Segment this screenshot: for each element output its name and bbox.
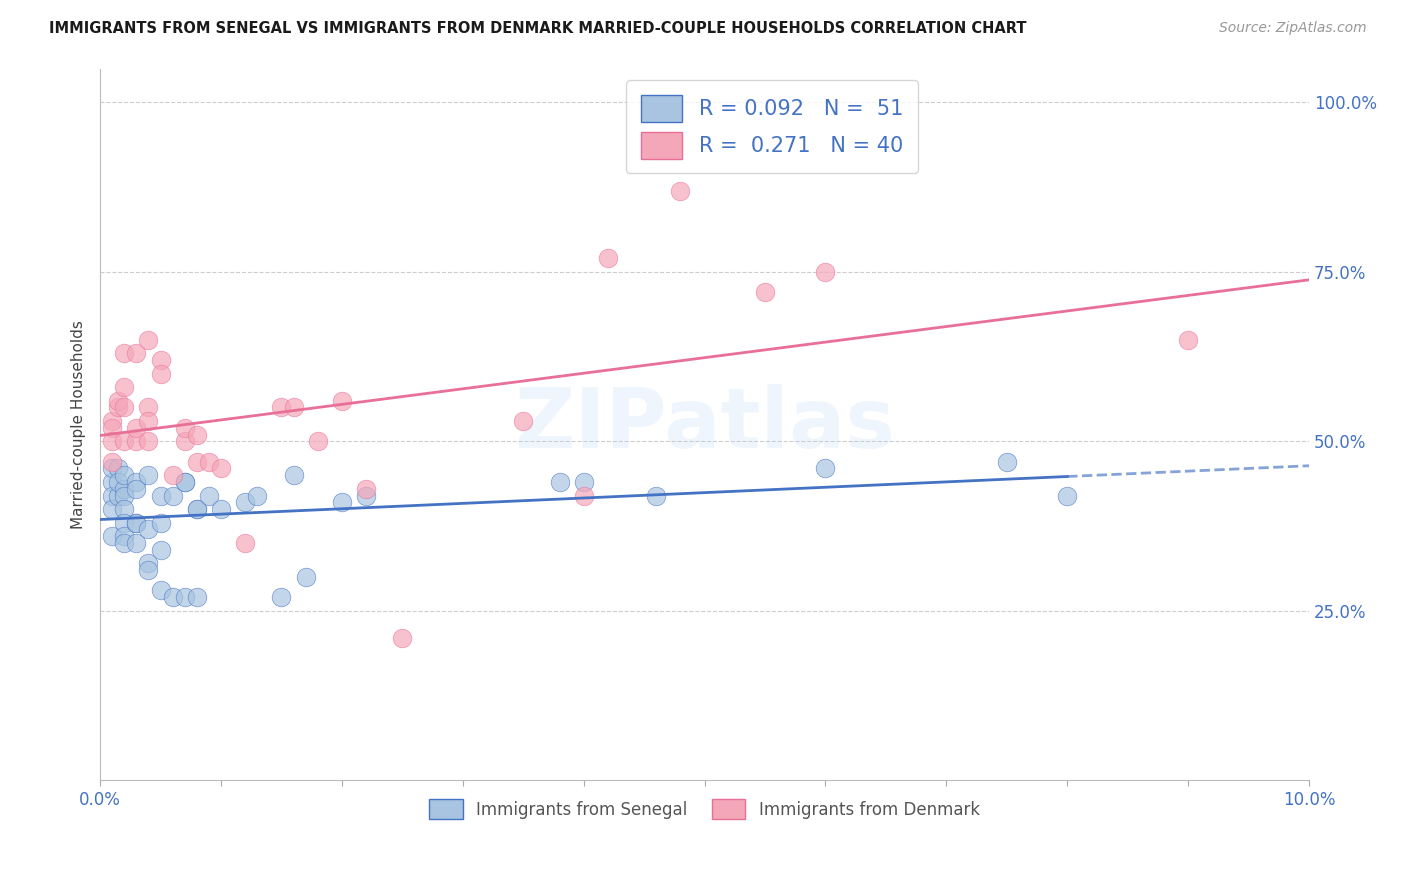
Point bbox=[112, 529, 135, 543]
Point bbox=[138, 468, 160, 483]
Point bbox=[173, 475, 195, 489]
Point bbox=[995, 455, 1018, 469]
Point bbox=[283, 401, 305, 415]
Point bbox=[125, 482, 148, 496]
Point bbox=[1056, 489, 1078, 503]
Point bbox=[198, 489, 221, 503]
Point bbox=[173, 475, 195, 489]
Text: ZIPatlas: ZIPatlas bbox=[515, 384, 896, 465]
Text: IMMIGRANTS FROM SENEGAL VS IMMIGRANTS FROM DENMARK MARRIED-COUPLE HOUSEHOLDS COR: IMMIGRANTS FROM SENEGAL VS IMMIGRANTS FR… bbox=[49, 21, 1026, 37]
Point bbox=[596, 252, 619, 266]
Point bbox=[101, 434, 124, 449]
Point bbox=[112, 401, 135, 415]
Point bbox=[107, 475, 129, 489]
Point bbox=[307, 434, 329, 449]
Point bbox=[112, 346, 135, 360]
Point bbox=[125, 475, 148, 489]
Point bbox=[149, 353, 172, 368]
Point bbox=[112, 502, 135, 516]
Point bbox=[101, 502, 124, 516]
Point bbox=[107, 393, 129, 408]
Point bbox=[101, 529, 124, 543]
Point bbox=[186, 591, 208, 605]
Point bbox=[391, 631, 413, 645]
Point bbox=[138, 401, 160, 415]
Point bbox=[149, 489, 172, 503]
Point bbox=[101, 489, 124, 503]
Point bbox=[270, 401, 292, 415]
Point bbox=[354, 489, 377, 503]
Point bbox=[138, 557, 160, 571]
Legend: Immigrants from Senegal, Immigrants from Denmark: Immigrants from Senegal, Immigrants from… bbox=[423, 793, 987, 825]
Point bbox=[112, 434, 135, 449]
Point bbox=[101, 414, 124, 428]
Point bbox=[107, 461, 129, 475]
Point bbox=[138, 434, 160, 449]
Point bbox=[548, 475, 571, 489]
Point bbox=[354, 482, 377, 496]
Point bbox=[112, 489, 135, 503]
Point bbox=[173, 434, 195, 449]
Point bbox=[101, 421, 124, 435]
Point bbox=[112, 516, 135, 530]
Point bbox=[173, 591, 195, 605]
Y-axis label: Married-couple Households: Married-couple Households bbox=[72, 320, 86, 529]
Point bbox=[112, 468, 135, 483]
Point bbox=[162, 591, 184, 605]
Point bbox=[125, 421, 148, 435]
Point bbox=[149, 542, 172, 557]
Point bbox=[294, 570, 316, 584]
Point bbox=[107, 401, 129, 415]
Point bbox=[246, 489, 269, 503]
Point bbox=[233, 536, 256, 550]
Point bbox=[162, 468, 184, 483]
Point bbox=[330, 393, 353, 408]
Point bbox=[112, 536, 135, 550]
Point bbox=[645, 489, 668, 503]
Point bbox=[1177, 333, 1199, 347]
Point bbox=[283, 468, 305, 483]
Point bbox=[209, 461, 232, 475]
Point bbox=[125, 536, 148, 550]
Point bbox=[186, 427, 208, 442]
Point bbox=[125, 516, 148, 530]
Point bbox=[149, 516, 172, 530]
Point bbox=[125, 346, 148, 360]
Point bbox=[233, 495, 256, 509]
Point bbox=[162, 489, 184, 503]
Point bbox=[330, 495, 353, 509]
Point bbox=[138, 333, 160, 347]
Point bbox=[669, 184, 692, 198]
Text: Source: ZipAtlas.com: Source: ZipAtlas.com bbox=[1219, 21, 1367, 36]
Point bbox=[149, 583, 172, 598]
Point bbox=[101, 455, 124, 469]
Point bbox=[101, 475, 124, 489]
Point bbox=[125, 516, 148, 530]
Point bbox=[572, 489, 595, 503]
Point bbox=[173, 421, 195, 435]
Point bbox=[814, 461, 837, 475]
Point bbox=[270, 591, 292, 605]
Point bbox=[186, 502, 208, 516]
Point bbox=[186, 455, 208, 469]
Point bbox=[814, 265, 837, 279]
Point bbox=[149, 367, 172, 381]
Point bbox=[138, 523, 160, 537]
Point bbox=[138, 563, 160, 577]
Point bbox=[754, 285, 776, 300]
Point bbox=[112, 380, 135, 394]
Point bbox=[125, 434, 148, 449]
Point bbox=[186, 502, 208, 516]
Point bbox=[107, 489, 129, 503]
Point bbox=[512, 414, 534, 428]
Point bbox=[112, 482, 135, 496]
Point bbox=[198, 455, 221, 469]
Point bbox=[209, 502, 232, 516]
Point bbox=[101, 461, 124, 475]
Point bbox=[572, 475, 595, 489]
Point bbox=[138, 414, 160, 428]
